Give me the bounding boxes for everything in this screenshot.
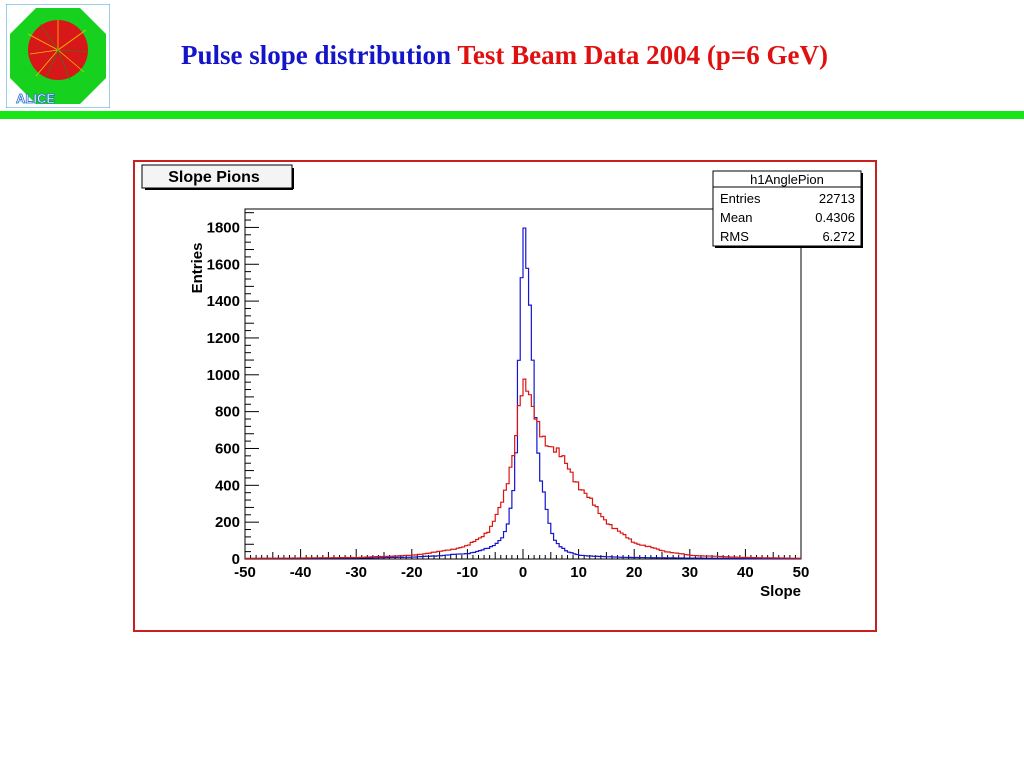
x-tick-label: -30 [345,564,367,581]
x-tick-label: 40 [737,564,754,581]
x-tick-label: 30 [681,564,698,581]
y-tick-label: 200 [215,514,240,531]
alice-logo: ALICE [6,4,110,108]
slide-title: Pulse slope distribution Test Beam Data … [181,40,828,71]
y-tick-labels: 0 200 400 600 800 1000 1200 1400 1600 1800 [207,219,240,568]
x-tick-label: 50 [793,564,810,581]
slide-title-main: Pulse slope distribution [181,40,452,70]
x-tick-label: -10 [457,564,479,581]
x-tick-label: -20 [401,564,423,581]
stats-label-entries: Entries [720,191,761,206]
x-tick-labels: -50 -40 -30 -20 -10 0 10 20 30 40 50 [234,564,809,581]
title-divider [0,111,1024,119]
y-tick-label: 1200 [207,330,240,347]
y-axis-label: Entries [189,243,206,294]
y-tick-label: 0 [232,551,240,568]
y-tick-label: 400 [215,477,240,494]
y-tick-label: 1000 [207,367,240,384]
stats-label-rms: RMS [720,229,749,244]
chart-title: Slope Pions [168,169,260,186]
y-tick-label: 800 [215,404,240,421]
y-tick-label: 1800 [207,219,240,236]
stats-value-mean: 0.4306 [815,210,855,225]
y-tick-label: 1600 [207,256,240,273]
stats-label-mean: Mean [720,210,753,225]
x-tick-label: -50 [234,564,256,581]
histogram-panel: -50 -40 -30 -20 -10 0 10 20 30 40 50 0 200 400 600 800… [133,160,877,632]
x-tick-label: 20 [626,564,643,581]
x-axis-label: Slope [760,583,801,600]
stats-value-rms: 6.272 [822,229,855,244]
stats-box: h1AnglePion Entries 22713 Mean 0.4306 RM… [712,170,863,248]
stats-value-entries: 22713 [819,191,855,206]
logo-text: ALICE [16,91,55,106]
stats-name: h1AnglePion [750,172,824,187]
y-tick-label: 600 [215,440,240,457]
x-tick-label: 10 [570,564,587,581]
series-layer [245,227,801,560]
x-tick-label: 0 [519,564,527,581]
y-tick-label: 1400 [207,293,240,310]
slide-title-detail: Test Beam Data 2004 (p=6 GeV) [457,40,828,70]
x-tick-label: -40 [290,564,312,581]
series-line-2 [245,378,801,560]
